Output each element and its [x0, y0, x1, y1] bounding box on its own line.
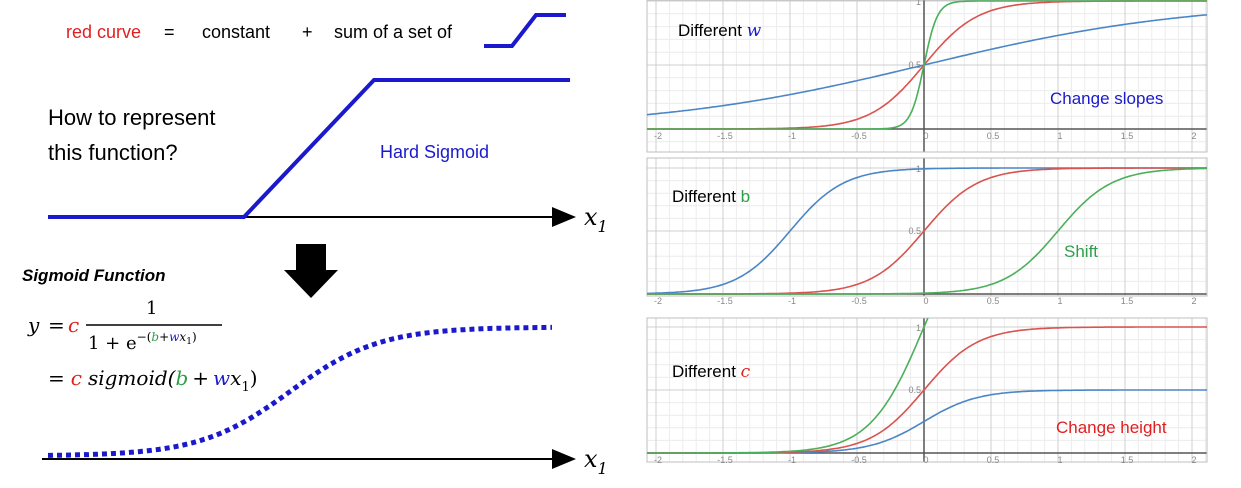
- x-tick-label: -1.5: [717, 131, 733, 141]
- x-tick-label: 1.5: [1121, 131, 1134, 141]
- formula-eq1: =: [48, 313, 65, 337]
- note-change-height: Change height: [1056, 418, 1167, 437]
- panel-frame: [646, 0, 1208, 153]
- x-tick-label: -2: [654, 296, 662, 306]
- label-different-b: Different b: [672, 187, 750, 206]
- y-tick-label: 0.5: [908, 226, 921, 236]
- x-tick-label: -1: [788, 131, 796, 141]
- x1-label-top: x1: [584, 203, 608, 236]
- equation-line: red curve = constant + sum of a set of: [66, 13, 566, 48]
- x-tick-label: -0.5: [851, 455, 867, 465]
- x-tick-label: 0.5: [987, 455, 1000, 465]
- formula-second-line: = c sigmoid(b + wx1): [48, 366, 258, 395]
- x-tick-label: 1: [1057, 455, 1062, 465]
- sigmoid-dotted-curve: [48, 324, 552, 458]
- equals-sign: =: [164, 22, 175, 42]
- red-curve-text: red curve: [66, 22, 141, 42]
- label-different-w: Different w: [678, 21, 762, 41]
- x-tick-label: -0.5: [851, 296, 867, 306]
- x-tick-label: 2: [1191, 131, 1196, 141]
- sigmoid-c-large-curve: [647, 318, 929, 454]
- question-line-1: How to represent: [48, 105, 216, 130]
- panel-labels: Different w Change slopes Different b Sh…: [672, 21, 1167, 437]
- y-tick-label: 1: [916, 0, 921, 7]
- question-line-2: this function?: [48, 140, 178, 165]
- y-tick-label: 0.5: [908, 60, 921, 70]
- label-different-c: Different c: [672, 362, 751, 382]
- x-tick-label: 2: [1191, 296, 1196, 306]
- x-tick-label: -0.5: [851, 131, 867, 141]
- x-tick-label: -2: [654, 131, 662, 141]
- x-tick-label: 0.5: [987, 131, 1000, 141]
- panel-different-w: -2 -1.5 -1 -0.5 0 0.5 1 1.5 2 0.5 1: [646, 0, 1208, 153]
- formula-denominator: 1 + e−(b+wx1): [88, 330, 197, 354]
- x-tick-label: -1: [788, 296, 796, 306]
- hard-sigmoid-label: Hard Sigmoid: [380, 142, 489, 162]
- x-tick-label: 2: [1191, 455, 1196, 465]
- x-tick-label: 0: [923, 131, 928, 141]
- x-tick-label: 0.5: [987, 296, 1000, 306]
- mini-hard-sigmoid-icon: [484, 13, 566, 48]
- hard-sigmoid-curve: [48, 78, 570, 219]
- constant-text: constant: [202, 22, 270, 42]
- down-arrow-icon: [284, 244, 338, 298]
- sigmoid-formula: y = c 1 1 + e−(b+wx1) = c sigmoid(b + wx1): [27, 298, 258, 395]
- sigmoid-title: Sigmoid Function: [22, 266, 166, 285]
- hard-sigmoid-diagram: How to represent this function? Hard Sig…: [48, 78, 608, 236]
- x-tick-label: 0: [923, 296, 928, 306]
- x-tick-label: -1.5: [717, 455, 733, 465]
- sigmoid-section: Sigmoid Function y = c 1 1 + e−(b+wx1) =…: [22, 266, 608, 478]
- x-tick-label: 0: [923, 455, 928, 465]
- formula-y: y: [27, 313, 40, 337]
- x-tick-label: -2: [654, 455, 662, 465]
- x1-label-bottom: x1: [584, 445, 608, 478]
- plus-sign: +: [302, 22, 313, 42]
- x-tick-label: -1: [788, 455, 796, 465]
- x-tick-label: 1: [1057, 296, 1062, 306]
- sum-of-text: sum of a set of: [334, 22, 453, 42]
- x-tick-label: 1: [1057, 131, 1062, 141]
- formula-c1: c: [68, 313, 79, 337]
- x-tick-label: 1.5: [1121, 455, 1134, 465]
- sigmoid-w-large-curve: [647, 0, 1207, 130]
- note-change-slopes: Change slopes: [1050, 89, 1163, 108]
- y-tick-label: 1: [916, 323, 921, 333]
- panel-different-c: -2 -1.5 -1 -0.5 0 0.5 1 1.5 2 0.5 1: [646, 317, 1208, 465]
- note-shift: Shift: [1064, 242, 1098, 261]
- formula-numerator: 1: [146, 298, 157, 319]
- sigmoid-b-negative-curve: [647, 167, 1207, 295]
- x-tick-label: 1.5: [1121, 296, 1134, 306]
- panel-different-b: -2 -1.5 -1 -0.5 0 0.5 1 1.5 20.51: [646, 157, 1208, 306]
- y-tick-label: 0.5: [908, 385, 921, 395]
- x-tick-label: -1.5: [717, 296, 733, 306]
- panel-frame: [646, 157, 1208, 297]
